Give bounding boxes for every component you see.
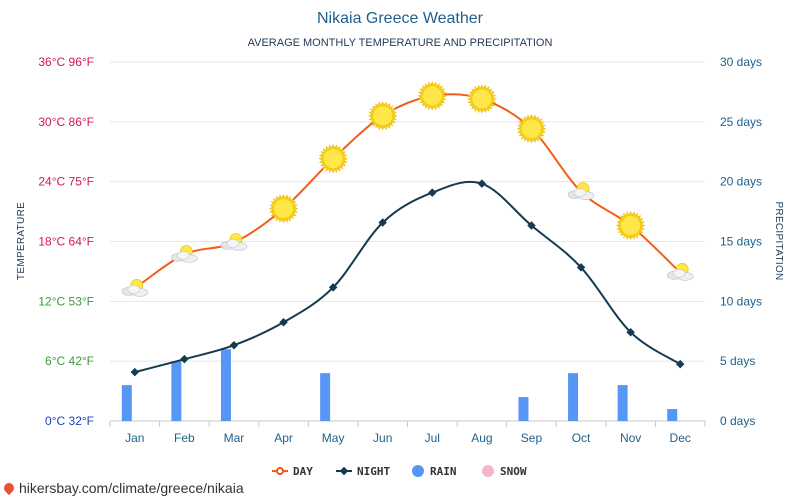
- left-tick-label: 6°C 42°F: [45, 354, 94, 368]
- x-tick-label: Dec: [670, 431, 691, 445]
- legend-item-day[interactable]: DAY: [272, 465, 313, 478]
- x-tick-label: Jan: [125, 431, 144, 445]
- left-tick-label: 12°C 53°F: [38, 294, 94, 308]
- rain-bar: [518, 397, 529, 421]
- night-point: [328, 283, 338, 292]
- x-tick-label: Jul: [425, 431, 440, 445]
- right-tick-label: 10 days: [720, 294, 762, 308]
- footer-link-text[interactable]: hikersbay.com/climate/greece/nikaia: [19, 480, 244, 496]
- sun-disc: [322, 148, 344, 170]
- night-point: [279, 318, 288, 327]
- x-tick-label: Sep: [521, 431, 543, 445]
- right-tick-label: 5 days: [720, 354, 755, 368]
- sun-icon: [516, 114, 547, 144]
- sun-disc: [471, 88, 493, 110]
- left-axis-ticks: 0°C 32°F 6°C 42°F 12°C 53°F 18°C 64°F 24°C 7…: [38, 55, 94, 428]
- footer-link[interactable]: hikersbay.com/climate/greece/nikaia: [1, 480, 244, 496]
- sun-disc: [620, 215, 642, 236]
- night-point: [675, 359, 685, 369]
- right-axis-label: PRECIPITATION: [773, 201, 784, 280]
- right-tick-label: 30 days: [720, 55, 762, 69]
- partly-cloudy-icon: [171, 245, 198, 263]
- left-tick-label: 30°C 86°F: [38, 115, 94, 129]
- sun-disc: [421, 85, 443, 107]
- x-tick-label: Aug: [471, 431, 492, 445]
- series-lines: [130, 93, 685, 377]
- chart-subtitle: AVERAGE MONTHLY TEMPERATURE AND PRECIPIT…: [248, 37, 553, 49]
- night-point: [378, 218, 387, 227]
- left-tick-label: 18°C 64°F: [38, 235, 94, 249]
- partly-cloudy-icon: [220, 233, 248, 251]
- right-tick-label: 0 days: [720, 414, 755, 428]
- location-pin-icon: [1, 480, 17, 496]
- legend-item-rain[interactable]: RAIN: [412, 465, 457, 478]
- sun-disc: [521, 118, 542, 140]
- legend-dot-marker: [412, 465, 424, 477]
- chart-title: Nikaia Greece Weather: [317, 10, 484, 27]
- x-tick-label: Feb: [174, 431, 195, 445]
- partly-cloudy-icon: [567, 182, 595, 200]
- legend[interactable]: DAY NIGHT RAIN SNOW: [272, 465, 527, 478]
- left-tick-label: 0°C 32°F: [45, 414, 94, 428]
- rain-bar: [171, 361, 182, 421]
- night-point: [428, 188, 437, 197]
- night-temperature-line: [134, 180, 681, 374]
- cloud-part: [226, 239, 240, 248]
- legend-dot-marker: [482, 465, 494, 477]
- night-point: [576, 263, 586, 272]
- legend-item-snow[interactable]: SNOW: [482, 465, 527, 478]
- weather-chart: Nikaia Greece Weather AVERAGE MONTHLY TE…: [16, 10, 784, 478]
- partly-cloudy-icon: [666, 263, 694, 281]
- right-tick-label: 15 days: [720, 235, 762, 249]
- legend-item-night[interactable]: NIGHT: [336, 465, 390, 478]
- x-tick-label: Oct: [572, 431, 591, 445]
- legend-label: DAY: [293, 465, 313, 478]
- cloud-part: [672, 269, 686, 278]
- x-tick-label: Nov: [620, 431, 641, 445]
- legend-label: NIGHT: [357, 465, 390, 478]
- left-tick-label: 36°C 96°F: [38, 55, 94, 69]
- cloud-part: [177, 251, 190, 260]
- sun-disc: [372, 105, 394, 127]
- legend-point-marker: [276, 467, 284, 475]
- x-tick-label: Jun: [373, 431, 392, 445]
- x-axis-ticks: Jan Feb Mar Apr May Jun Jul Aug Sep Oct Nov Dec: [125, 431, 691, 445]
- night-point: [477, 179, 487, 188]
- rain-bar: [121, 385, 132, 421]
- night-point: [180, 354, 189, 364]
- day-temperature-line: [134, 93, 681, 290]
- right-tick-label: 20 days: [720, 175, 762, 189]
- x-tick-label: Mar: [224, 431, 245, 445]
- night-point: [626, 328, 635, 337]
- sun-icon: [268, 193, 299, 224]
- sun-icon: [318, 143, 348, 174]
- right-tick-label: 25 days: [720, 115, 762, 129]
- weather-icons: [121, 81, 694, 297]
- right-axis-ticks: 0 days 5 days 10 days 15 days 20 days 25 days…: [720, 55, 762, 428]
- rain-bar: [617, 385, 628, 421]
- left-tick-label: 24°C 75°F: [38, 175, 94, 189]
- rain-bars: [121, 349, 678, 421]
- x-tick-label: May: [322, 431, 345, 445]
- left-axis-label: TEMPERATURE: [16, 202, 27, 280]
- rain-bar: [320, 373, 331, 421]
- sun-icon: [467, 84, 497, 114]
- rain-bar: [667, 409, 678, 421]
- rain-bar: [568, 373, 579, 421]
- cloud-part: [127, 285, 141, 294]
- sun-icon: [367, 101, 398, 131]
- grid-lines: [109, 61, 706, 427]
- x-tick-label: Apr: [274, 431, 293, 445]
- sun-icon: [615, 210, 646, 241]
- legend-label: SNOW: [500, 465, 527, 478]
- cloud-part: [573, 188, 587, 197]
- sun-icon: [417, 81, 448, 111]
- rain-bar: [220, 349, 231, 421]
- partly-cloudy-icon: [121, 278, 149, 297]
- legend-point-marker: [339, 466, 349, 476]
- sun-disc: [273, 198, 294, 219]
- night-point: [130, 367, 140, 377]
- night-point: [229, 340, 239, 350]
- legend-label: RAIN: [430, 465, 457, 478]
